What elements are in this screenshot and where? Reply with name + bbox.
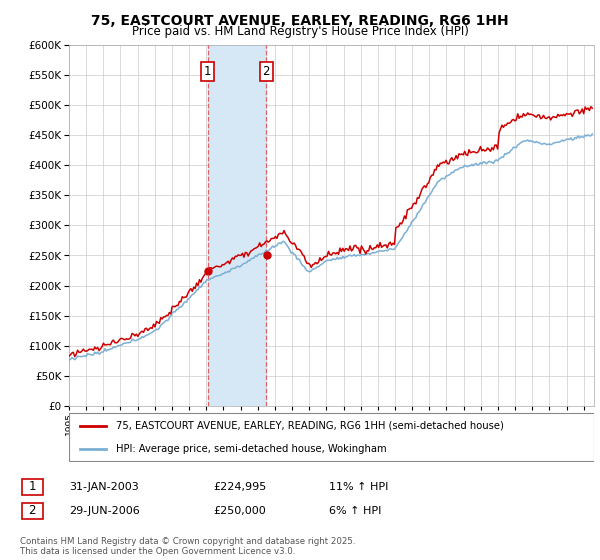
Text: 2: 2 (28, 505, 36, 517)
Text: 31-JAN-2003: 31-JAN-2003 (70, 482, 139, 492)
Text: £250,000: £250,000 (214, 506, 266, 516)
Text: Price paid vs. HM Land Registry's House Price Index (HPI): Price paid vs. HM Land Registry's House … (131, 25, 469, 38)
Bar (208, 45, 266, 406)
Text: £224,995: £224,995 (214, 482, 267, 492)
Text: Contains HM Land Registry data © Crown copyright and database right 2025.
This d: Contains HM Land Registry data © Crown c… (20, 537, 355, 557)
FancyBboxPatch shape (22, 503, 43, 519)
Text: HPI: Average price, semi-detached house, Wokingham: HPI: Average price, semi-detached house,… (116, 445, 387, 454)
Text: 1: 1 (204, 66, 211, 78)
FancyBboxPatch shape (69, 413, 594, 461)
Text: 2: 2 (263, 66, 270, 78)
FancyBboxPatch shape (22, 479, 43, 494)
Text: 29-JUN-2006: 29-JUN-2006 (70, 506, 140, 516)
Text: 6% ↑ HPI: 6% ↑ HPI (329, 506, 381, 516)
Text: 75, EASTCOURT AVENUE, EARLEY, READING, RG6 1HH: 75, EASTCOURT AVENUE, EARLEY, READING, R… (91, 14, 509, 28)
Text: 1: 1 (28, 480, 36, 493)
Text: 75, EASTCOURT AVENUE, EARLEY, READING, RG6 1HH (semi-detached house): 75, EASTCOURT AVENUE, EARLEY, READING, R… (116, 421, 504, 431)
Text: 11% ↑ HPI: 11% ↑ HPI (329, 482, 388, 492)
